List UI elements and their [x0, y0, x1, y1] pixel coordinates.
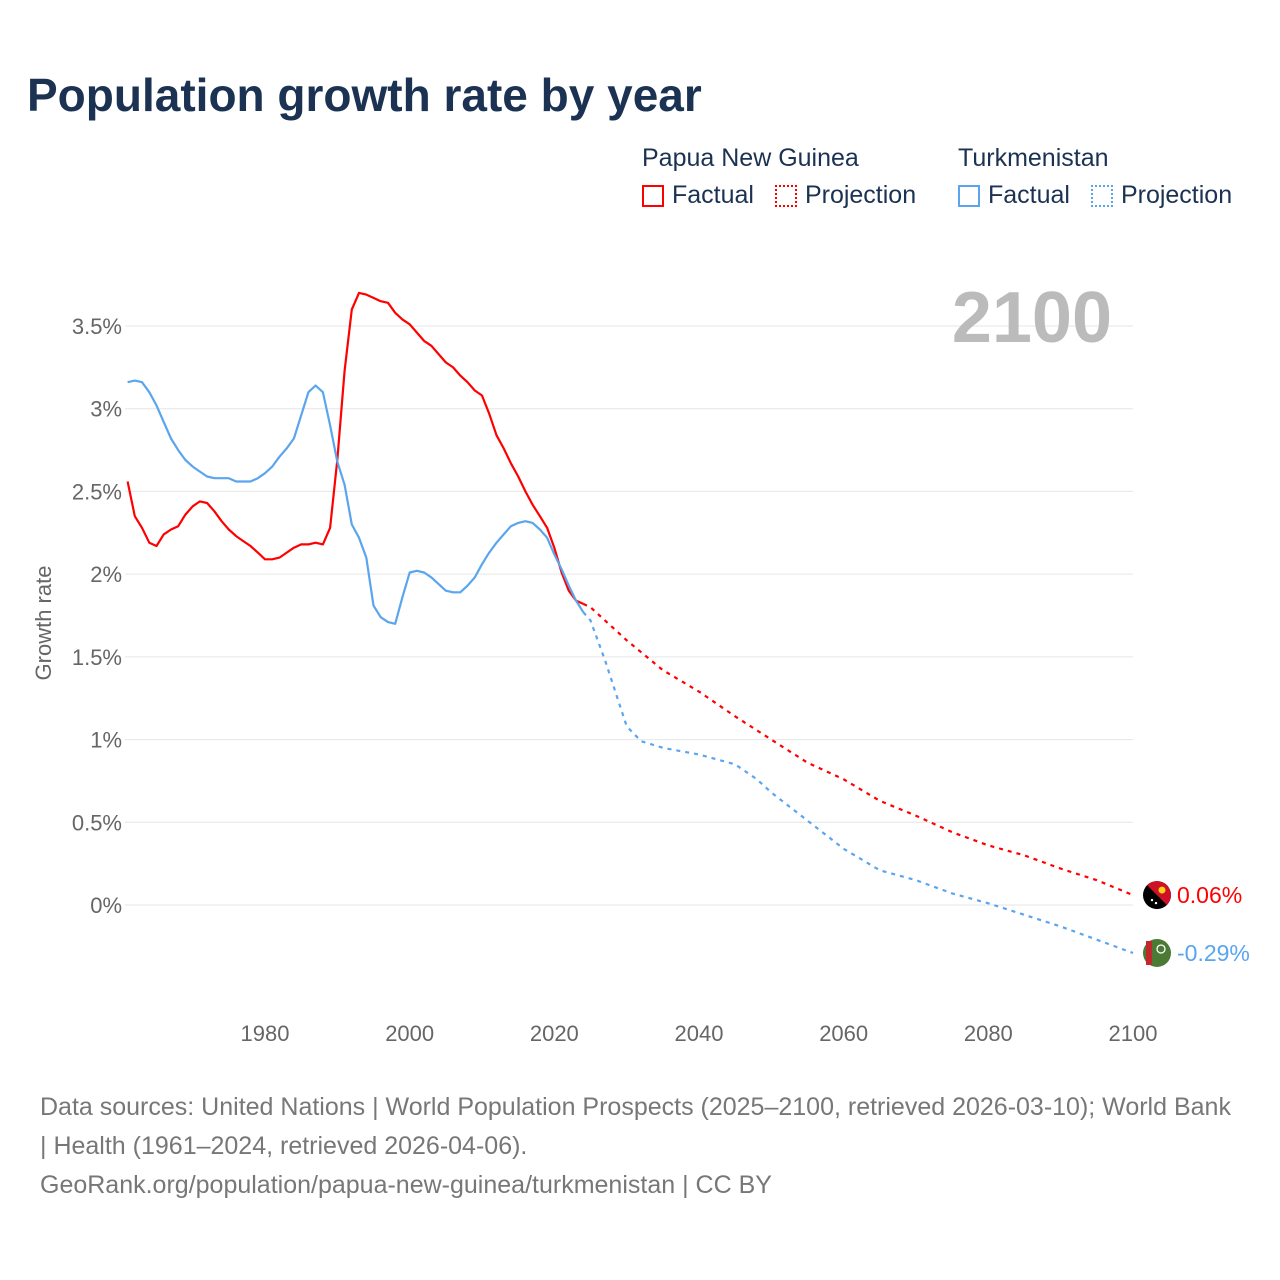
y-tick-label: 2%	[90, 562, 122, 587]
line-projection-papua-new-guinea	[582, 602, 1134, 897]
flag-stripe	[1146, 940, 1152, 965]
x-tick-label: 2020	[530, 1021, 579, 1046]
y-tick-label: 0%	[90, 893, 122, 918]
end-value-label: -0.29%	[1177, 940, 1250, 966]
end-value-label: 0.06%	[1177, 882, 1242, 908]
y-axis-label: Growth rate	[31, 566, 56, 681]
footer: Data sources: United Nations | World Pop…	[40, 1088, 1240, 1205]
flag-papua-new-guinea-icon	[1143, 881, 1171, 910]
chart-title: Population growth rate by year	[27, 69, 702, 121]
legend-group-turkmenistan: Turkmenistan Factual Projection	[958, 144, 1246, 214]
y-tick-label: 1.5%	[72, 645, 122, 670]
legend-swatch-dotted	[774, 184, 797, 207]
x-tick-label: 2080	[964, 1021, 1013, 1046]
data-sources: Data sources: United Nations | World Pop…	[40, 1093, 1231, 1160]
y-tick-label: 3%	[90, 397, 122, 422]
line-factual-turkmenistan	[127, 379, 585, 625]
y-tick-label: 2.5%	[72, 479, 122, 504]
legend-swatch-solid	[958, 184, 980, 207]
y-tick-label: 3.5%	[72, 314, 122, 339]
y-tick-label: 0.5%	[72, 810, 122, 835]
legend-country: Papua New Guinea	[642, 144, 859, 172]
flag-turkmenistan-icon	[1143, 938, 1171, 967]
y-tick-label: 1%	[90, 728, 122, 753]
legend-swatch-solid	[642, 184, 664, 207]
line-factual-papua-new-guinea	[126, 291, 584, 605]
legend-label: Projection	[804, 181, 917, 209]
line-projection-turkmenistan	[582, 611, 1134, 955]
source-link[interactable]: GeoRank.org/population/papua-new-guinea/…	[40, 1171, 772, 1199]
legend-group-papua-new-guinea: Papua New Guinea Factual Projection	[642, 144, 930, 214]
legend-swatch-dotted	[1090, 184, 1113, 207]
x-tick-label: 2000	[385, 1021, 434, 1046]
legend-item-factual[interactable]: Factual	[642, 181, 754, 210]
line-chart: 0% 0.5% 1% 1.5% 2% 2.5% 3% 3.5% 1980 2000 2020 2040…	[31, 278, 1250, 1046]
x-tick-label: 2040	[675, 1021, 724, 1046]
current-year-label: 2100	[952, 278, 1112, 358]
legend-label: Factual	[672, 181, 754, 209]
flag-bird	[1158, 886, 1166, 894]
x-tick-label: 2100	[1109, 1021, 1158, 1046]
flag-star	[1154, 901, 1158, 905]
legend-label: Factual	[988, 181, 1070, 209]
legend-label: Projection	[1120, 181, 1233, 209]
legend-item-factual[interactable]: Factual	[958, 181, 1070, 210]
x-tick-label: 1980	[241, 1021, 290, 1046]
x-tick-label: 2060	[819, 1021, 868, 1046]
flag-crescent	[1156, 944, 1166, 954]
flag-star	[1150, 898, 1154, 902]
legend-item-projection[interactable]: Projection	[774, 181, 917, 210]
legend-item-projection[interactable]: Projection	[1090, 181, 1233, 210]
legend-country: Turkmenistan	[958, 144, 1109, 172]
